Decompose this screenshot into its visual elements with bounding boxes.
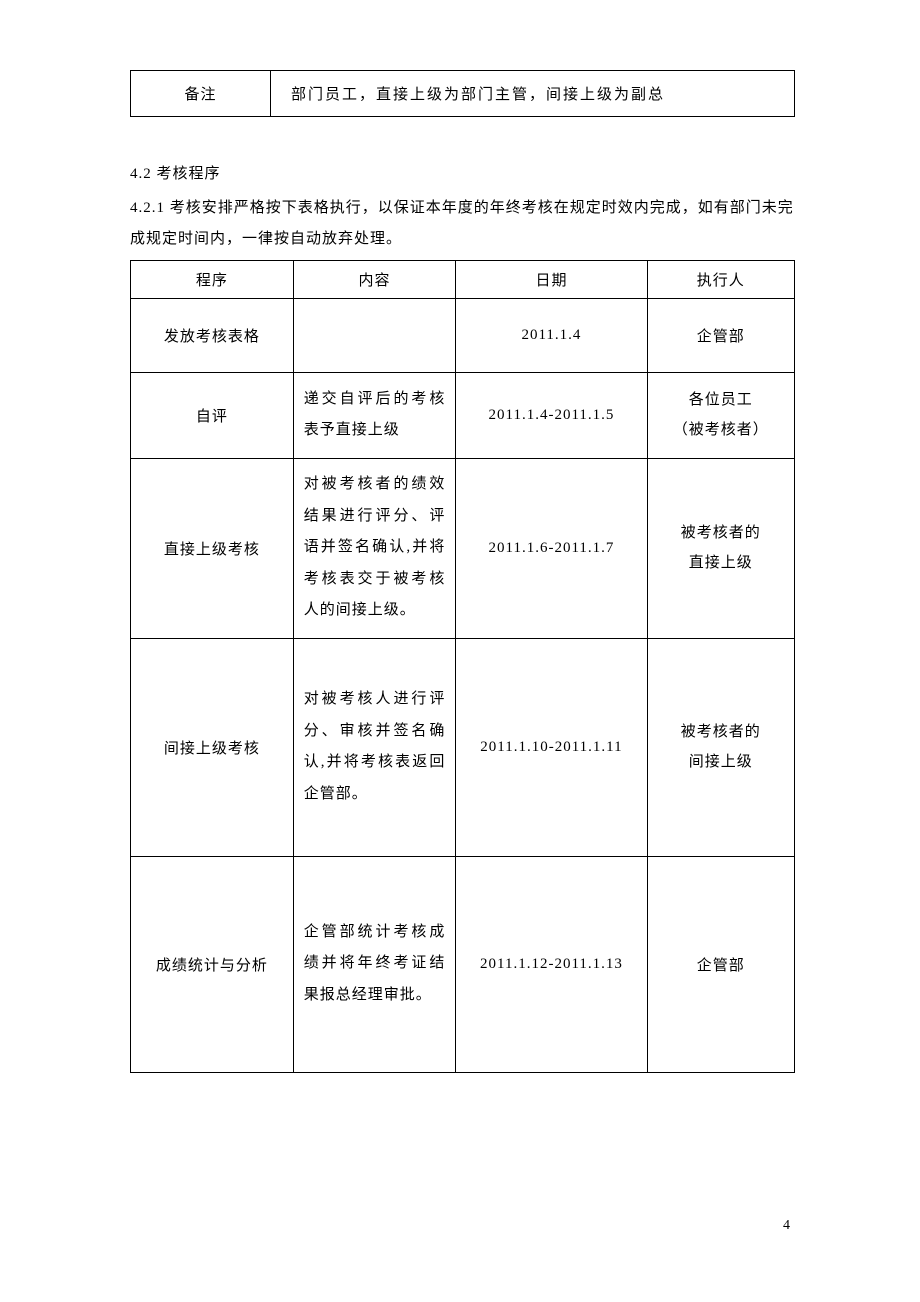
section-heading: 4.2 考核程序 xyxy=(130,159,795,191)
table-row: 成绩统计与分析 企管部统计考核成绩并将年终考证结果报总经理审批。 2011.1.… xyxy=(131,856,795,1072)
executor-line2: （被考核者） xyxy=(673,422,769,438)
procedure-cell: 成绩统计与分析 xyxy=(131,856,294,1072)
content-cell: 对被考核人进行评分、审核并签名确认,并将考核表返回企管部。 xyxy=(293,638,456,856)
date-cell: 2011.1.10-2011.1.11 xyxy=(456,638,647,856)
executor-cell: 企管部 xyxy=(647,298,794,372)
date-cell: 2011.1.12-2011.1.13 xyxy=(456,856,647,1072)
header-executor: 执行人 xyxy=(647,260,794,298)
procedure-cell: 直接上级考核 xyxy=(131,458,294,638)
procedure-cell: 自评 xyxy=(131,372,294,458)
date-cell: 2011.1.6-2011.1.7 xyxy=(456,458,647,638)
procedure-cell: 间接上级考核 xyxy=(131,638,294,856)
date-cell: 2011.1.4-2011.1.5 xyxy=(456,372,647,458)
table-row: 间接上级考核 对被考核人进行评分、审核并签名确认,并将考核表返回企管部。 201… xyxy=(131,638,795,856)
executor-cell: 各位员工 （被考核者） xyxy=(647,372,794,458)
executor-line1: 被考核者的 xyxy=(681,724,761,740)
remark-label-cell: 备注 xyxy=(131,71,271,117)
table-row: 自评 递交自评后的考核表予直接上级 2011.1.4-2011.1.5 各位员工… xyxy=(131,372,795,458)
content-cell: 对被考核者的绩效结果进行评分、评语并签名确认,并将考核表交于被考核人的间接上级。 xyxy=(293,458,456,638)
content-cell: 企管部统计考核成绩并将年终考证结果报总经理审批。 xyxy=(293,856,456,1072)
remark-table: 备注 部门员工，直接上级为部门主管，间接上级为副总 xyxy=(130,70,795,117)
header-date: 日期 xyxy=(456,260,647,298)
executor-cell: 被考核者的 直接上级 xyxy=(647,458,794,638)
document-content: 备注 部门员工，直接上级为部门主管，间接上级为副总 4.2 考核程序 4.2.1… xyxy=(130,70,795,1073)
content-cell xyxy=(293,298,456,372)
executor-line2: 间接上级 xyxy=(689,754,753,770)
remark-value-cell: 部门员工，直接上级为部门主管，间接上级为副总 xyxy=(271,71,795,117)
executor-cell: 企管部 xyxy=(647,856,794,1072)
table-header-row: 程序 内容 日期 执行人 xyxy=(131,260,795,298)
date-cell: 2011.1.4 xyxy=(456,298,647,372)
page-number: 4 xyxy=(783,1218,790,1234)
procedure-cell: 发放考核表格 xyxy=(131,298,294,372)
table-row: 直接上级考核 对被考核者的绩效结果进行评分、评语并签名确认,并将考核表交于被考核… xyxy=(131,458,795,638)
section-paragraph: 4.2.1 考核安排严格按下表格执行，以保证本年度的年终考核在规定时效内完成，如… xyxy=(130,193,795,256)
executor-line1: 各位员工 xyxy=(689,392,753,408)
table-row: 备注 部门员工，直接上级为部门主管，间接上级为副总 xyxy=(131,71,795,117)
executor-line1: 被考核者的 xyxy=(681,525,761,541)
header-content: 内容 xyxy=(293,260,456,298)
executor-line2: 直接上级 xyxy=(689,555,753,571)
table-row: 发放考核表格 2011.1.4 企管部 xyxy=(131,298,795,372)
content-cell: 递交自评后的考核表予直接上级 xyxy=(293,372,456,458)
header-procedure: 程序 xyxy=(131,260,294,298)
executor-cell: 被考核者的 间接上级 xyxy=(647,638,794,856)
procedure-table: 程序 内容 日期 执行人 发放考核表格 2011.1.4 企管部 自评 递交自评… xyxy=(130,260,795,1073)
